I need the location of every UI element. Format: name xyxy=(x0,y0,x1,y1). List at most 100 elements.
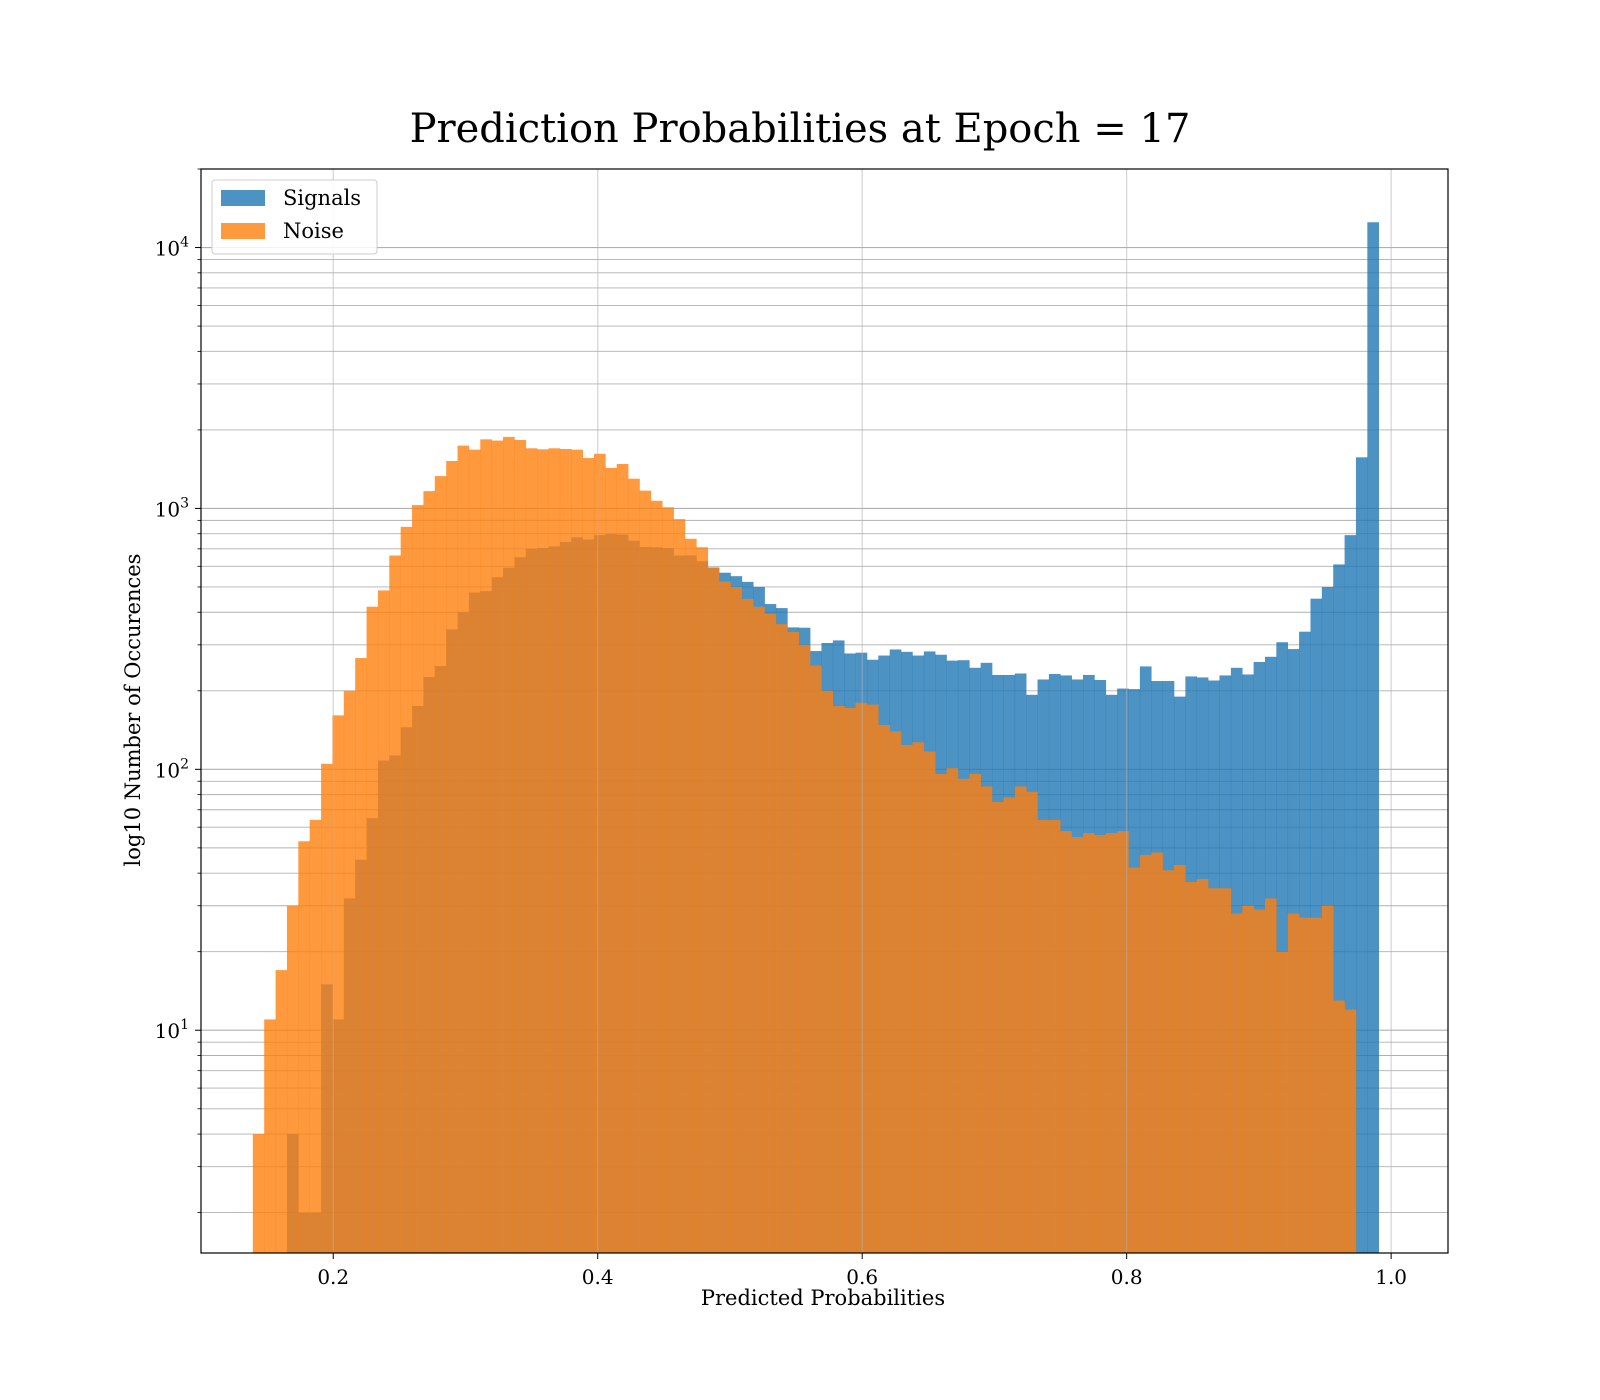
histogram-bar xyxy=(1299,917,1311,1253)
histogram-bar xyxy=(1128,867,1141,1253)
histogram-bar xyxy=(662,507,674,1253)
histogram-bar xyxy=(969,773,981,1253)
histogram-bar xyxy=(377,590,390,1253)
histogram-bar xyxy=(548,448,561,1253)
legend-swatch-noise xyxy=(221,223,265,239)
histogram-bar xyxy=(457,445,470,1253)
histogram-bar xyxy=(525,448,538,1253)
histogram-bar xyxy=(1185,881,1198,1253)
histogram-bar xyxy=(1117,831,1129,1253)
y-axis-label: log10 Number of Occurences xyxy=(121,554,145,867)
x-tick-label: 0.8 xyxy=(1111,1265,1143,1289)
histogram-bar xyxy=(1071,837,1084,1253)
histogram-bar xyxy=(1355,457,1368,1253)
histogram-bar xyxy=(798,644,811,1253)
histogram-bar xyxy=(1287,913,1300,1253)
histogram-bar xyxy=(1003,797,1016,1253)
legend: Signals Noise xyxy=(211,179,378,255)
histogram-bar xyxy=(389,555,401,1253)
histogram-bar xyxy=(844,707,856,1253)
histogram-bar xyxy=(866,704,879,1253)
histogram-bar xyxy=(1151,852,1163,1253)
histogram-bar xyxy=(1321,905,1334,1253)
histogram-bar xyxy=(1105,833,1118,1253)
histogram-bar xyxy=(1310,917,1323,1253)
histogram-bar xyxy=(684,538,697,1253)
histogram-bar xyxy=(616,464,629,1253)
histogram-bar xyxy=(571,449,583,1253)
legend-label-noise: Noise xyxy=(283,219,344,243)
histogram-bar xyxy=(1162,870,1175,1253)
histogram-bar xyxy=(946,768,959,1253)
histogram-bar xyxy=(1276,642,1289,1253)
legend-label-signals: Signals xyxy=(283,186,361,210)
histogram-bar xyxy=(423,491,436,1254)
histogram-bar xyxy=(491,440,504,1253)
histogram-bar xyxy=(878,724,890,1253)
histogram-bar xyxy=(355,658,367,1253)
histogram-bar xyxy=(673,519,686,1253)
legend-swatch-signals xyxy=(221,190,265,206)
histogram-bar xyxy=(832,705,845,1253)
histogram-bar xyxy=(252,1134,265,1253)
histogram-bar xyxy=(1230,913,1243,1253)
histogram-bar xyxy=(764,613,777,1253)
histogram-bar xyxy=(901,744,913,1253)
histogram-bar xyxy=(332,715,345,1253)
x-tick-label: 0.2 xyxy=(317,1265,349,1289)
vertical-grid-lines xyxy=(332,169,1392,1253)
x-tick-label: 0.6 xyxy=(846,1265,878,1289)
histogram-bar xyxy=(855,702,868,1253)
histogram-bar xyxy=(480,439,492,1254)
histogram-bar xyxy=(1048,819,1061,1253)
histogram-bar xyxy=(821,690,834,1253)
histogram-bar xyxy=(1037,819,1050,1253)
histogram-bar xyxy=(264,1019,276,1253)
histogram-bar xyxy=(719,581,731,1253)
histogram-bar xyxy=(1242,905,1254,1253)
histogram-bar xyxy=(434,476,447,1253)
histogram-bar xyxy=(696,547,709,1253)
y-tick-label: 104 xyxy=(155,235,189,261)
x-tick-label: 1.0 xyxy=(1375,1265,1407,1289)
x-tick-label: 0.4 xyxy=(582,1265,614,1289)
histogram-bars xyxy=(252,222,1380,1254)
histogram-bar xyxy=(912,742,925,1253)
histogram-bar xyxy=(1139,854,1152,1253)
histogram-bar xyxy=(582,458,595,1253)
axis-ticks: 0.2 0.4 0.6 0.8 1.0 101 102 103 104 xyxy=(155,168,1407,1289)
histogram-bar xyxy=(1014,786,1027,1253)
histogram-bar xyxy=(503,436,515,1254)
plot-frame xyxy=(200,168,1449,1254)
histogram-bar xyxy=(321,763,333,1253)
y-tick-label: 103 xyxy=(155,495,189,521)
series-noise-bars xyxy=(252,436,1357,1254)
histogram-bar xyxy=(1208,888,1220,1253)
histogram-bar xyxy=(275,970,288,1253)
histogram-bar xyxy=(514,439,527,1253)
histogram-bar xyxy=(753,606,765,1253)
histogram-bar xyxy=(446,460,458,1254)
histogram-bar xyxy=(992,801,1004,1253)
histogram-bar xyxy=(1060,831,1072,1253)
histogram-bar xyxy=(1344,1009,1357,1253)
histogram-bar xyxy=(1367,222,1380,1253)
histogram-bar xyxy=(730,586,743,1253)
histogram-bar xyxy=(412,505,424,1253)
x-axis-label: Predicted Probabilities xyxy=(701,1286,945,1310)
histogram-bar xyxy=(1253,909,1266,1253)
histogram-bar xyxy=(787,632,800,1253)
histogram-bar xyxy=(559,448,572,1253)
histogram-bar xyxy=(628,478,640,1254)
histogram-bar xyxy=(741,598,754,1253)
histogram-bar xyxy=(537,449,549,1254)
histogram-bar xyxy=(343,690,356,1253)
histogram-bar xyxy=(468,449,481,1253)
histogram-bar xyxy=(1174,864,1186,1253)
histogram-bar xyxy=(298,841,310,1253)
histogram-bar xyxy=(1219,888,1232,1253)
histogram-bar xyxy=(1264,898,1277,1253)
histogram-bar xyxy=(935,773,947,1253)
histogram-bar xyxy=(957,778,970,1253)
